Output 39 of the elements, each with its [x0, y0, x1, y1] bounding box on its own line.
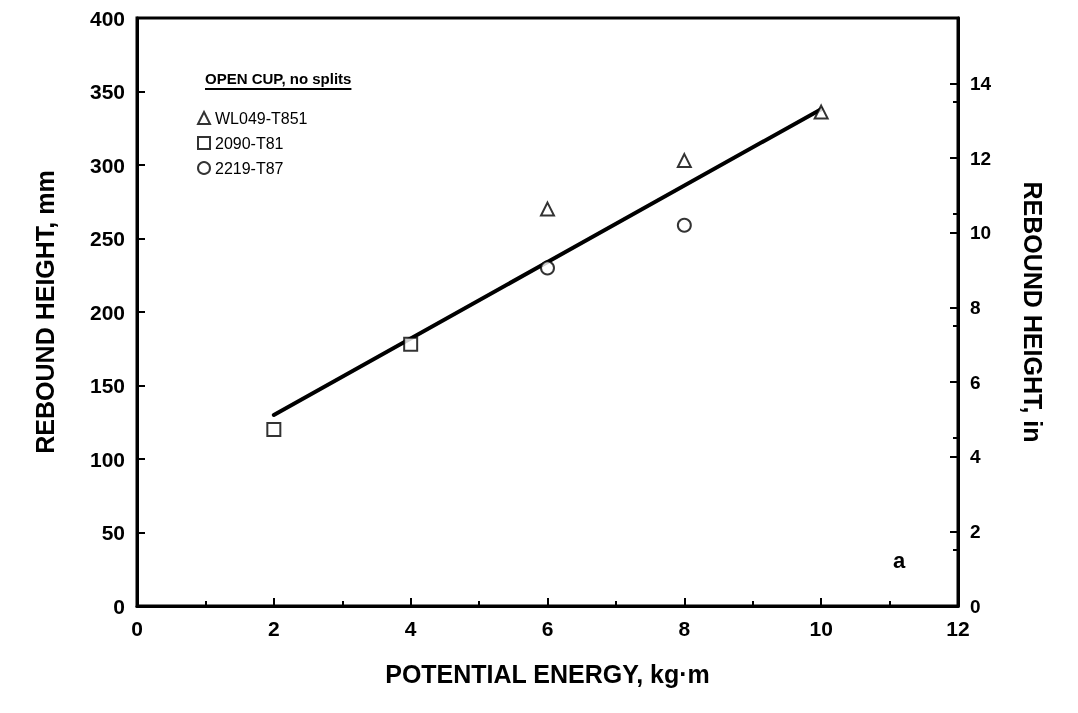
x-tick-label: 12: [946, 617, 970, 640]
legend-title: OPEN CUP, no splits: [205, 70, 352, 87]
legend-label: 2219-T87: [215, 159, 284, 177]
y2-tick-label: 8: [970, 296, 981, 318]
annotation: a: [893, 548, 906, 574]
y2-tick-label: 14: [970, 72, 992, 94]
y-tick-label: 0: [113, 594, 125, 618]
point: [813, 104, 829, 120]
y2-tick-label: 0: [970, 595, 981, 617]
x-tick-label: 6: [541, 617, 554, 640]
point: [266, 422, 282, 438]
y2-tick-label: 4: [970, 446, 981, 468]
y-tick-label: 200: [89, 300, 125, 324]
y2-tick-label: 2: [970, 520, 981, 542]
x-axis-title: POTENTIAL ENERGY, kg·m: [385, 659, 710, 688]
x-tick-label: 0: [131, 617, 143, 640]
y-tick-label: 400: [89, 6, 125, 30]
point: [403, 336, 419, 352]
y2-tick-label: 12: [970, 147, 992, 169]
y-tick-label: 250: [89, 227, 125, 250]
y-axis-title: REBOUND HEIGHT, mm: [30, 170, 59, 454]
point: [676, 153, 692, 169]
legend-label: 2090-T81: [215, 134, 284, 152]
y-tick-label: 50: [101, 521, 125, 544]
point: [676, 217, 692, 233]
y-tick-label: 150: [89, 374, 125, 397]
x-tick-label: 8: [678, 617, 691, 640]
point: [540, 201, 555, 217]
y-tick-label: 300: [89, 153, 125, 177]
y2-tick-label: 10: [970, 222, 992, 244]
point: [540, 260, 555, 276]
x-tick-label: 4: [404, 617, 417, 640]
x-tick-label: 10: [809, 617, 833, 640]
y2-tick-label: 6: [970, 371, 981, 393]
x-tick-label: 2: [267, 617, 280, 640]
y-tick-label: 100: [89, 447, 125, 471]
y-tick-label: 350: [89, 80, 125, 103]
y2-axis-title: REBOUND HEIGHT, in: [1018, 181, 1047, 443]
legend-label: WL049-T851: [215, 109, 308, 127]
